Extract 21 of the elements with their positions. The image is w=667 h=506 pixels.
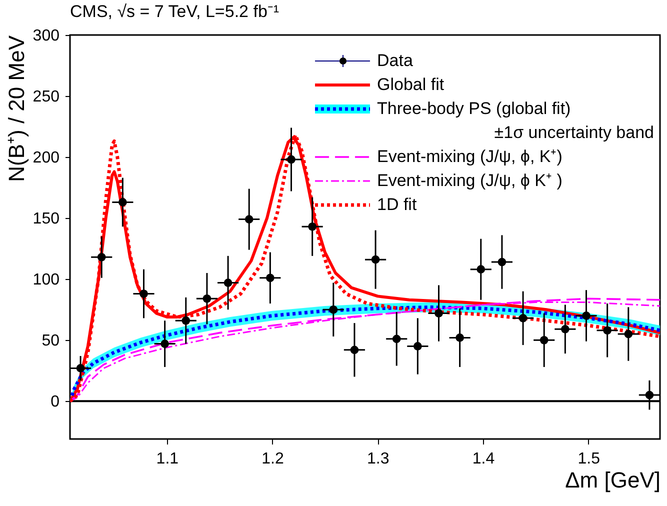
y-tick-label: 0 [50, 394, 60, 411]
x-tick-label: 1.3 [367, 450, 390, 468]
y-tick-label: 150 [32, 210, 60, 228]
y-tick-label: 200 [32, 150, 60, 167]
x-axis-title: Δm [GeV] [565, 468, 660, 492]
legend-label: Event-mixing (J/ψ, ϕ K⁺ ) [377, 171, 562, 190]
x-tick-label: 1.5 [578, 450, 600, 468]
y-tick-label: 250 [32, 88, 60, 106]
y-axis-title: N(B⁺) / 20 MeV [4, 35, 29, 182]
legend-label: 1D fit [377, 195, 417, 214]
y-tick-label: 50 [42, 332, 60, 350]
legend-label: Event-mixing (J/ψ, ϕ, K⁺) [377, 147, 562, 166]
y-tick-label: 100 [32, 272, 60, 289]
legend-label: Three-body PS (global fit) ±1σ uncertainty band [377, 99, 654, 142]
x-tick-label: 1.1 [156, 450, 179, 468]
x-tick-label: 1.4 [472, 450, 495, 468]
x-tick-label: 1.2 [262, 450, 284, 468]
chart-title: CMS, √s = 7 TeV, L=5.2 fb⁻¹ [70, 2, 280, 21]
legend-label: Data [377, 51, 414, 70]
y-tick-label: 300 [32, 28, 60, 44]
legend-label: Global fit [377, 75, 444, 94]
